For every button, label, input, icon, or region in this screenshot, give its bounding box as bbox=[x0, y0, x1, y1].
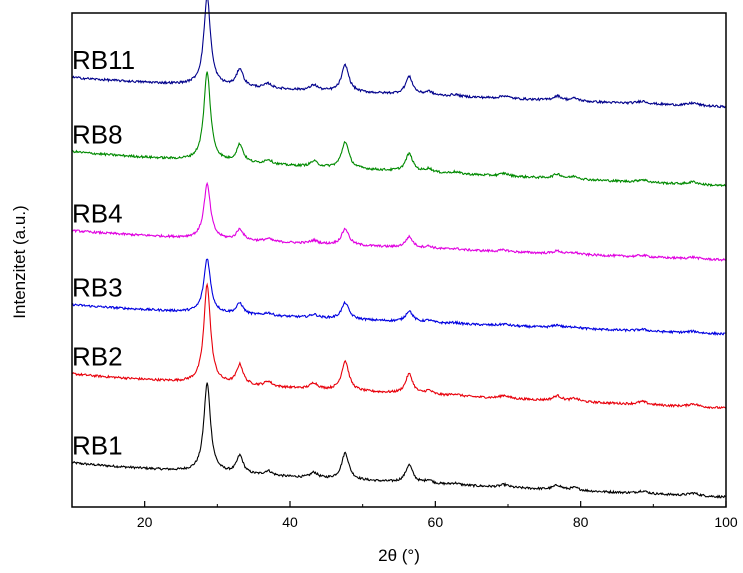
series-line-rb11 bbox=[71, 0, 727, 109]
x-tick-label: 100 bbox=[714, 514, 738, 530]
series-label-rb11: RB11 bbox=[72, 45, 135, 75]
series-line-rb1 bbox=[71, 382, 727, 499]
series-line-rb8 bbox=[71, 71, 727, 188]
series-line-rb3 bbox=[71, 258, 727, 336]
plot-frame bbox=[71, 12, 727, 508]
x-axis: 20 40 60 80 100 bbox=[71, 501, 738, 530]
series-label-rb2: RB2 bbox=[72, 342, 123, 372]
series-line-rb4 bbox=[71, 181, 727, 262]
x-tick-label: 80 bbox=[573, 514, 589, 530]
y-axis-title: Intenzitet (a.u.) bbox=[10, 205, 29, 318]
x-tick-label: 60 bbox=[428, 514, 444, 530]
series-label-rb8: RB8 bbox=[72, 119, 123, 149]
series-group bbox=[71, 0, 727, 499]
x-tick-label: 40 bbox=[282, 514, 298, 530]
series-label-rb4: RB4 bbox=[72, 198, 123, 228]
series-line-rb2 bbox=[71, 282, 727, 410]
series-labels: RB1 RB2 RB3 RB4 RB8 RB11 bbox=[72, 45, 135, 460]
x-tick-label: 20 bbox=[137, 514, 153, 530]
series-label-rb3: RB3 bbox=[72, 272, 123, 302]
x-axis-title: 2θ (°) bbox=[378, 546, 420, 565]
series-label-rb1: RB1 bbox=[72, 431, 123, 461]
